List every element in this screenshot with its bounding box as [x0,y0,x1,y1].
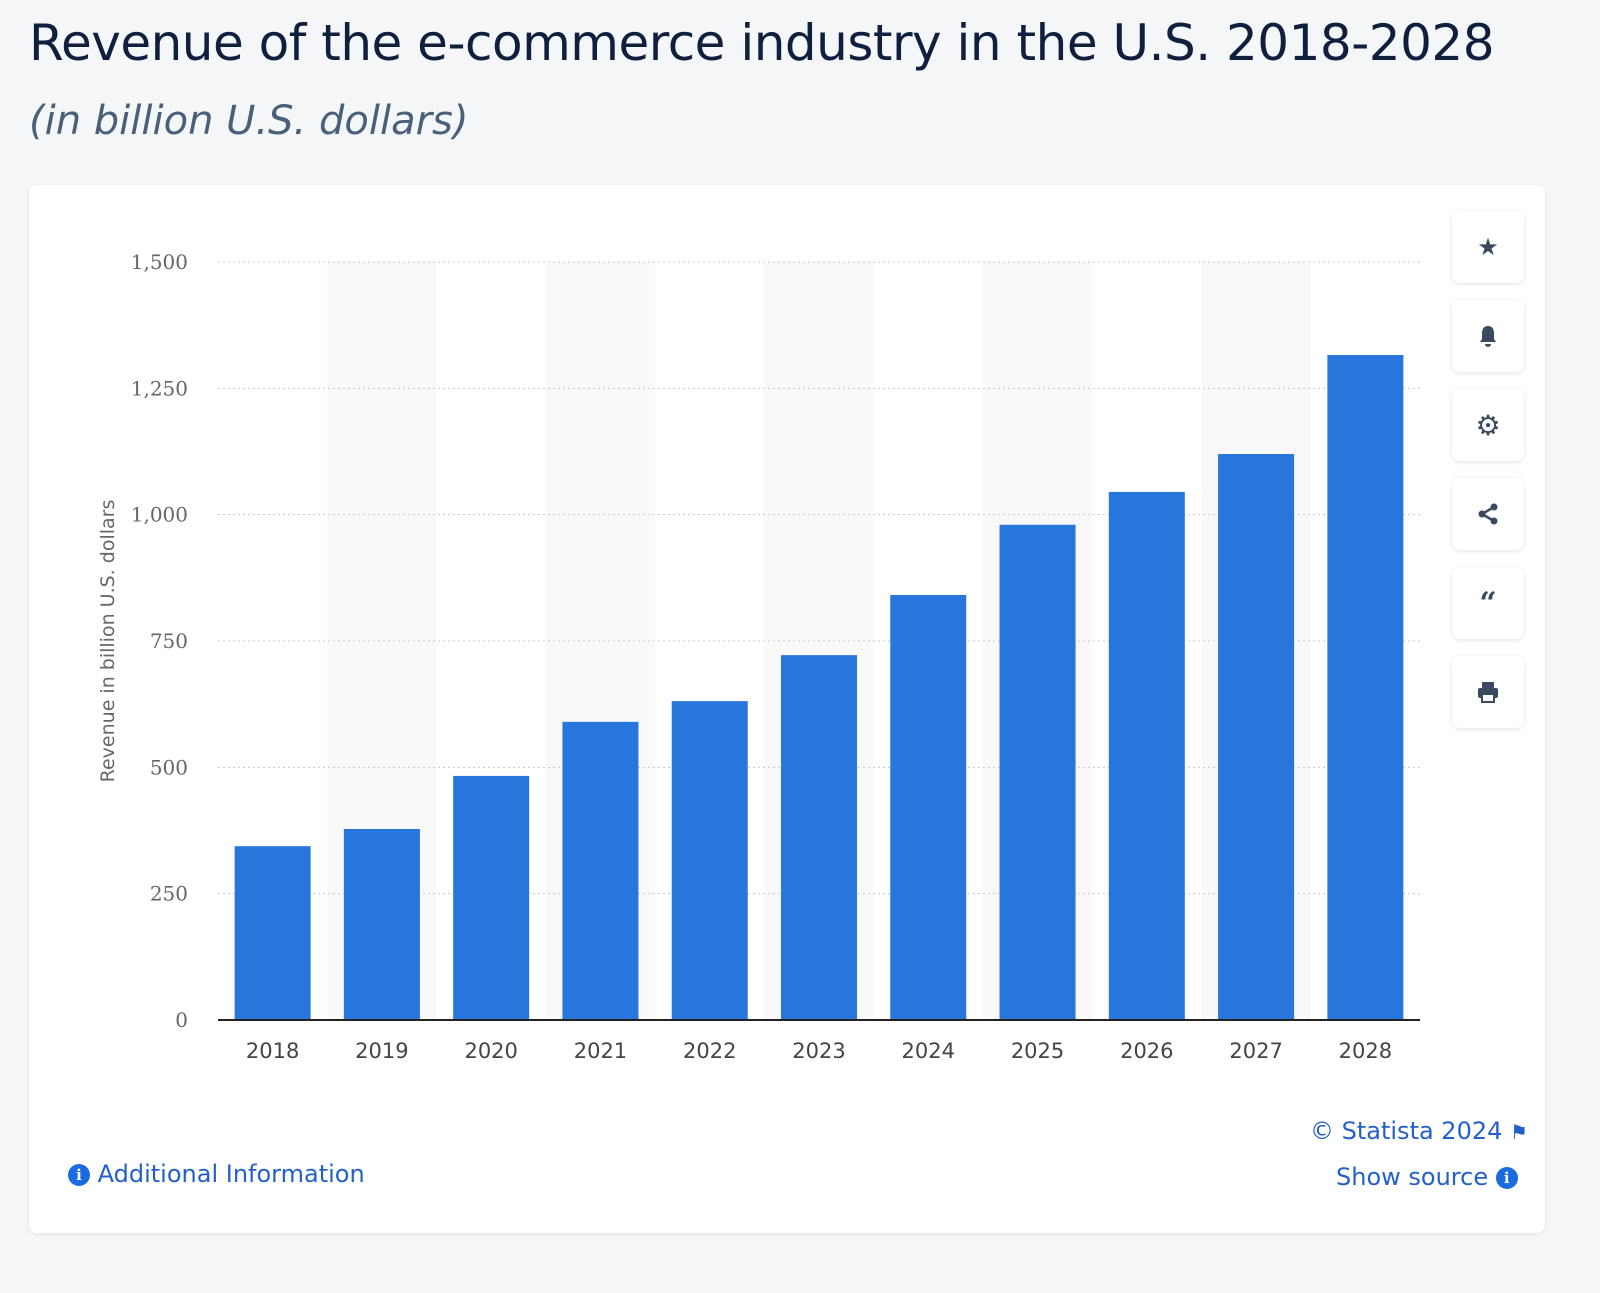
bar-2019 [343,828,420,1020]
bar-2027 [1218,454,1295,1020]
share-button[interactable] [1452,478,1524,550]
x-tick-label: 2027 [1229,1039,1282,1063]
favorite-button[interactable]: ★ [1452,211,1524,283]
bar-2023 [781,655,857,1020]
y-axis-label: Revenue in billion U.S. dollars [97,500,119,783]
show-source-link[interactable]: Show source i [1336,1163,1518,1191]
x-tick-label: 2022 [683,1039,736,1063]
bar-2024 [890,595,967,1020]
y-tick-label: 1,000 [131,503,188,527]
x-tick-label: 2028 [1339,1039,1392,1063]
cite-button[interactable]: “ [1452,567,1524,639]
page-title: Revenue of the e-commerce industry in th… [29,14,1495,72]
x-tick-label: 2025 [1011,1039,1064,1063]
print-icon [1478,682,1498,703]
x-tick-label: 2018 [246,1039,299,1063]
star-icon: ★ [1477,233,1499,261]
y-tick-label: 1,500 [131,250,188,274]
settings-button[interactable]: ⚙ [1452,389,1524,461]
info-icon: i [1495,1167,1518,1189]
page-subtitle: (in billion U.S. dollars) [29,98,469,144]
info-icon: i [68,1164,90,1186]
bar-2022 [671,701,748,1020]
print-button[interactable] [1452,656,1524,728]
bell-icon [1480,326,1496,347]
y-tick-label: 250 [150,882,188,906]
bar-2020 [453,775,530,1020]
bar-2021 [562,721,639,1020]
flag-icon: ⚑ [1510,1120,1528,1144]
bar-2028 [1327,354,1404,1020]
quote-icon: “ [1479,585,1497,621]
notification-button[interactable] [1452,300,1524,372]
x-tick-label: 2019 [355,1039,408,1063]
additional-information-link[interactable]: i Additional Information [68,1160,365,1188]
copyright-link[interactable]: © Statista 2024 ⚑ [1310,1117,1528,1145]
bar-2026 [1108,491,1185,1021]
x-tick-label: 2020 [464,1039,517,1063]
gear-icon: ⚙ [1475,409,1501,441]
y-tick-label: 1,250 [131,376,188,400]
y-tick-label: 0 [175,1008,188,1032]
bar-2025 [999,524,1076,1020]
share-icon [1478,503,1498,525]
y-tick-label: 750 [150,629,188,653]
x-tick-label: 2026 [1120,1039,1173,1063]
x-tick-label: 2021 [574,1039,627,1063]
x-tick-label: 2023 [792,1039,845,1063]
bar-2018 [234,846,311,1020]
y-tick-label: 500 [150,755,188,779]
x-tick-label: 2024 [902,1039,955,1063]
